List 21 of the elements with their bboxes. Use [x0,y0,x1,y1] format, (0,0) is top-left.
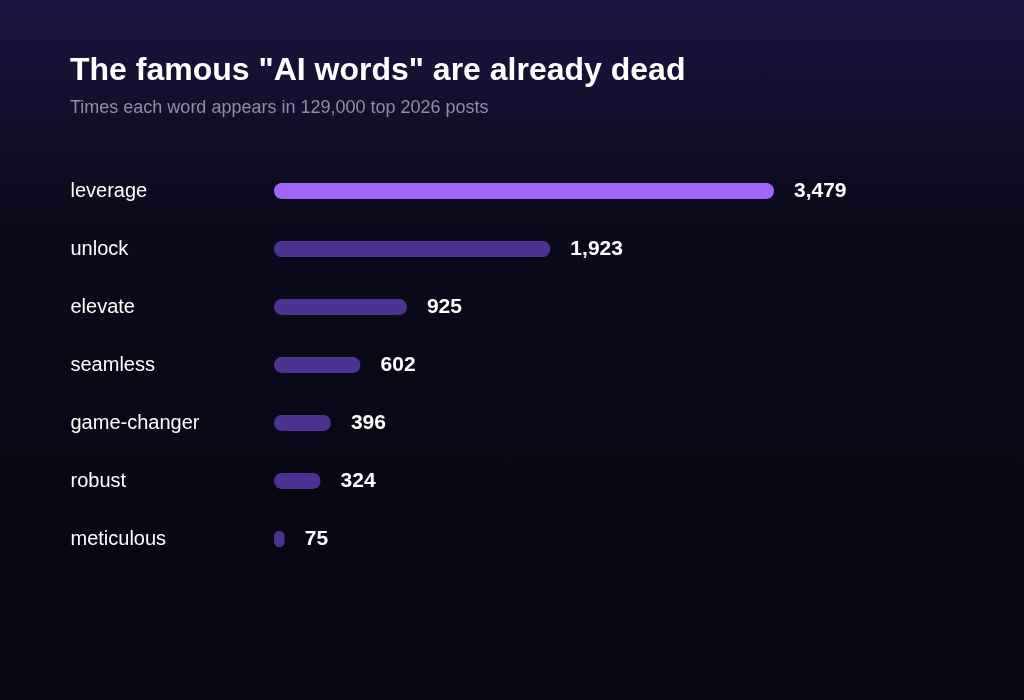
bar [274,356,361,374]
y-tick-label: elevate [70,295,135,317]
bar [274,298,407,316]
y-tick-label: leverage [70,179,148,201]
y-tick-label: unlock [70,237,130,259]
bar [274,414,331,432]
bar [274,240,551,258]
data-label: 324 [340,468,376,491]
chart-subtitle: Times each word appears in 129,000 top 2026 posts [70,97,489,117]
chart-title: The famous "AI words" are already dead [70,51,686,87]
data-label: 75 [304,526,329,549]
data-label: 602 [380,352,416,375]
bar [274,182,774,200]
y-tick-label: meticulous [70,527,167,549]
y-tick-label: seamless [70,353,155,375]
data-label: 3,479 [794,178,847,201]
y-tick-label: game-changer [70,411,200,433]
data-label: 1,923 [570,236,623,259]
data-label: 396 [350,410,386,433]
data-label: 925 [426,294,463,317]
y-tick-label: robust [70,469,127,491]
